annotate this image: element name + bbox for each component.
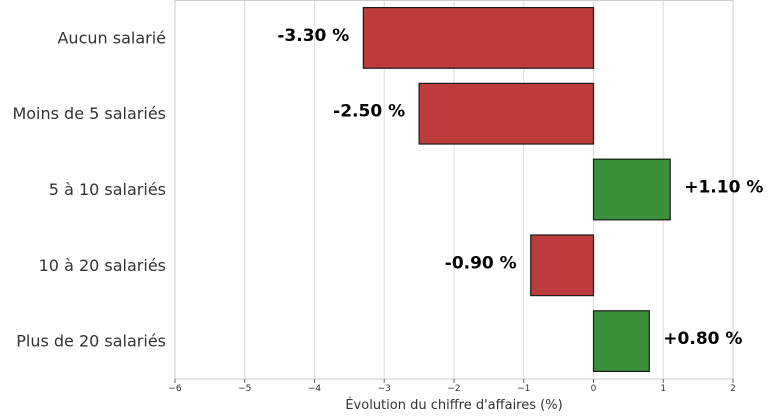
category-labels: Aucun salarié Moins de 5 salariés 5 à 10 s… xyxy=(12,28,166,350)
bar xyxy=(592,158,671,221)
data-label: +1.10 % xyxy=(684,178,763,198)
bars xyxy=(362,6,671,373)
x-tick-label: 1 xyxy=(660,384,666,394)
data-label: -2.50 % xyxy=(333,102,405,122)
category-label: Moins de 5 salariés xyxy=(12,104,166,123)
category-label: 5 à 10 salariés xyxy=(49,180,166,199)
category-label: Plus de 20 salariés xyxy=(16,332,166,351)
x-tick-label: −4 xyxy=(308,384,322,394)
data-label: -0.90 % xyxy=(445,253,517,273)
x-tick-label: 0 xyxy=(591,384,597,394)
x-tick-label: −5 xyxy=(238,384,251,394)
data-labels: -3.30 % -2.50 % +1.10 % -0.90 % +0.80 % xyxy=(277,26,763,349)
x-tick-label: −2 xyxy=(447,384,460,394)
bar xyxy=(592,310,650,373)
x-tick-label: −1 xyxy=(517,384,530,394)
category-label: Aucun salarié xyxy=(57,28,166,47)
x-axis-title: Évolution du chiffre d'affaires (%) xyxy=(345,397,562,413)
x-tick-label: −3 xyxy=(378,384,391,394)
x-tick-label: 2 xyxy=(730,384,736,394)
bar xyxy=(362,6,595,69)
data-label: -3.30 % xyxy=(277,26,349,46)
data-label: +0.80 % xyxy=(663,329,742,349)
bar xyxy=(418,82,595,145)
x-tick-label: −6 xyxy=(168,384,182,394)
category-label: 10 à 20 salariés xyxy=(39,256,166,275)
bar xyxy=(530,234,595,297)
x-tick-labels: −6 −5 −4 −3 −2 −1 0 1 2 xyxy=(168,379,736,394)
